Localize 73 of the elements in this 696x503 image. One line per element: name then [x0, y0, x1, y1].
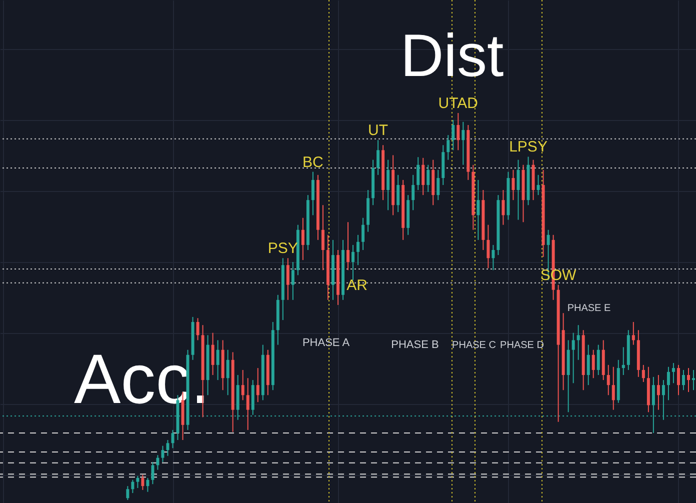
candlestick: [301, 217, 304, 261]
candlestick: [356, 234, 360, 266]
candlestick: [666, 366, 670, 401]
annotation: PHASE A: [302, 337, 350, 349]
candlestick: [146, 477, 150, 492]
candlestick: [592, 349, 595, 379]
candlestick: [226, 349, 230, 396]
candlestick: [166, 440, 170, 456]
candlestick: [682, 369, 685, 391]
candlestick: [486, 224, 490, 269]
candlestick: [311, 171, 314, 216]
candlestick: [426, 164, 430, 192]
candlestick: [216, 340, 220, 381]
candlestick: [642, 364, 645, 382]
candlestick: [156, 454, 160, 470]
annotation: LPSY: [509, 138, 548, 156]
candlestick: [656, 374, 660, 410]
candlestick: [452, 119, 455, 151]
candlestick: [151, 462, 154, 485]
candlestick: [692, 369, 695, 391]
candlestick: [171, 429, 174, 449]
candlestick: [676, 364, 680, 396]
candlestick: [386, 159, 390, 211]
candlestick: [131, 479, 134, 494]
candlestick: [586, 344, 590, 386]
candlestick: [462, 121, 465, 166]
candlestick: [672, 362, 675, 384]
candlestick: [321, 204, 324, 271]
annotation: UTAD: [438, 95, 478, 112]
candlestick: [211, 332, 214, 376]
annotation: UT: [368, 122, 388, 140]
candlestick: [362, 217, 365, 250]
candlestick: [502, 190, 505, 226]
candlestick: [512, 169, 515, 201]
candlestick: [141, 474, 144, 490]
candlestick: [436, 169, 440, 201]
candlestick: [422, 157, 425, 196]
candlestick: [346, 222, 350, 271]
candlestick: [396, 174, 400, 213]
annotation: PHASE D: [500, 340, 544, 351]
candlestick: [576, 324, 580, 360]
candlestick: [246, 378, 250, 430]
candlestick: [492, 244, 495, 271]
candlestick: [536, 174, 540, 196]
candlestick: [572, 332, 575, 384]
candlestick: [256, 368, 260, 403]
candlestick: [612, 366, 615, 410]
candlestick: [412, 174, 415, 211]
candlestick: [161, 445, 164, 463]
candlestick: [686, 368, 690, 393]
candlestick: [606, 364, 610, 396]
text: Dist: [400, 22, 504, 89]
annotation: PHASE E: [567, 303, 611, 314]
candlestick: [596, 344, 600, 376]
candlestick: [291, 261, 294, 300]
candlestick: [476, 179, 480, 240]
candlestick: [352, 244, 355, 281]
candlestick: [632, 321, 635, 346]
annotation: PHASE C: [452, 340, 496, 351]
candlestick: [376, 140, 380, 176]
candlestick: [136, 476, 140, 489]
candlestick: [446, 134, 450, 160]
candlestick: [286, 258, 290, 300]
annotation: AR: [346, 277, 368, 294]
candlestick: [126, 486, 130, 500]
candlestick: [416, 156, 420, 191]
annotation: PHASE B: [391, 339, 439, 351]
candlestick: [622, 346, 625, 376]
candlestick: [456, 112, 460, 151]
candlestick: [241, 369, 244, 401]
candlestick: [516, 159, 520, 220]
annotation: BC: [302, 154, 324, 171]
candlestick: [196, 318, 200, 341]
